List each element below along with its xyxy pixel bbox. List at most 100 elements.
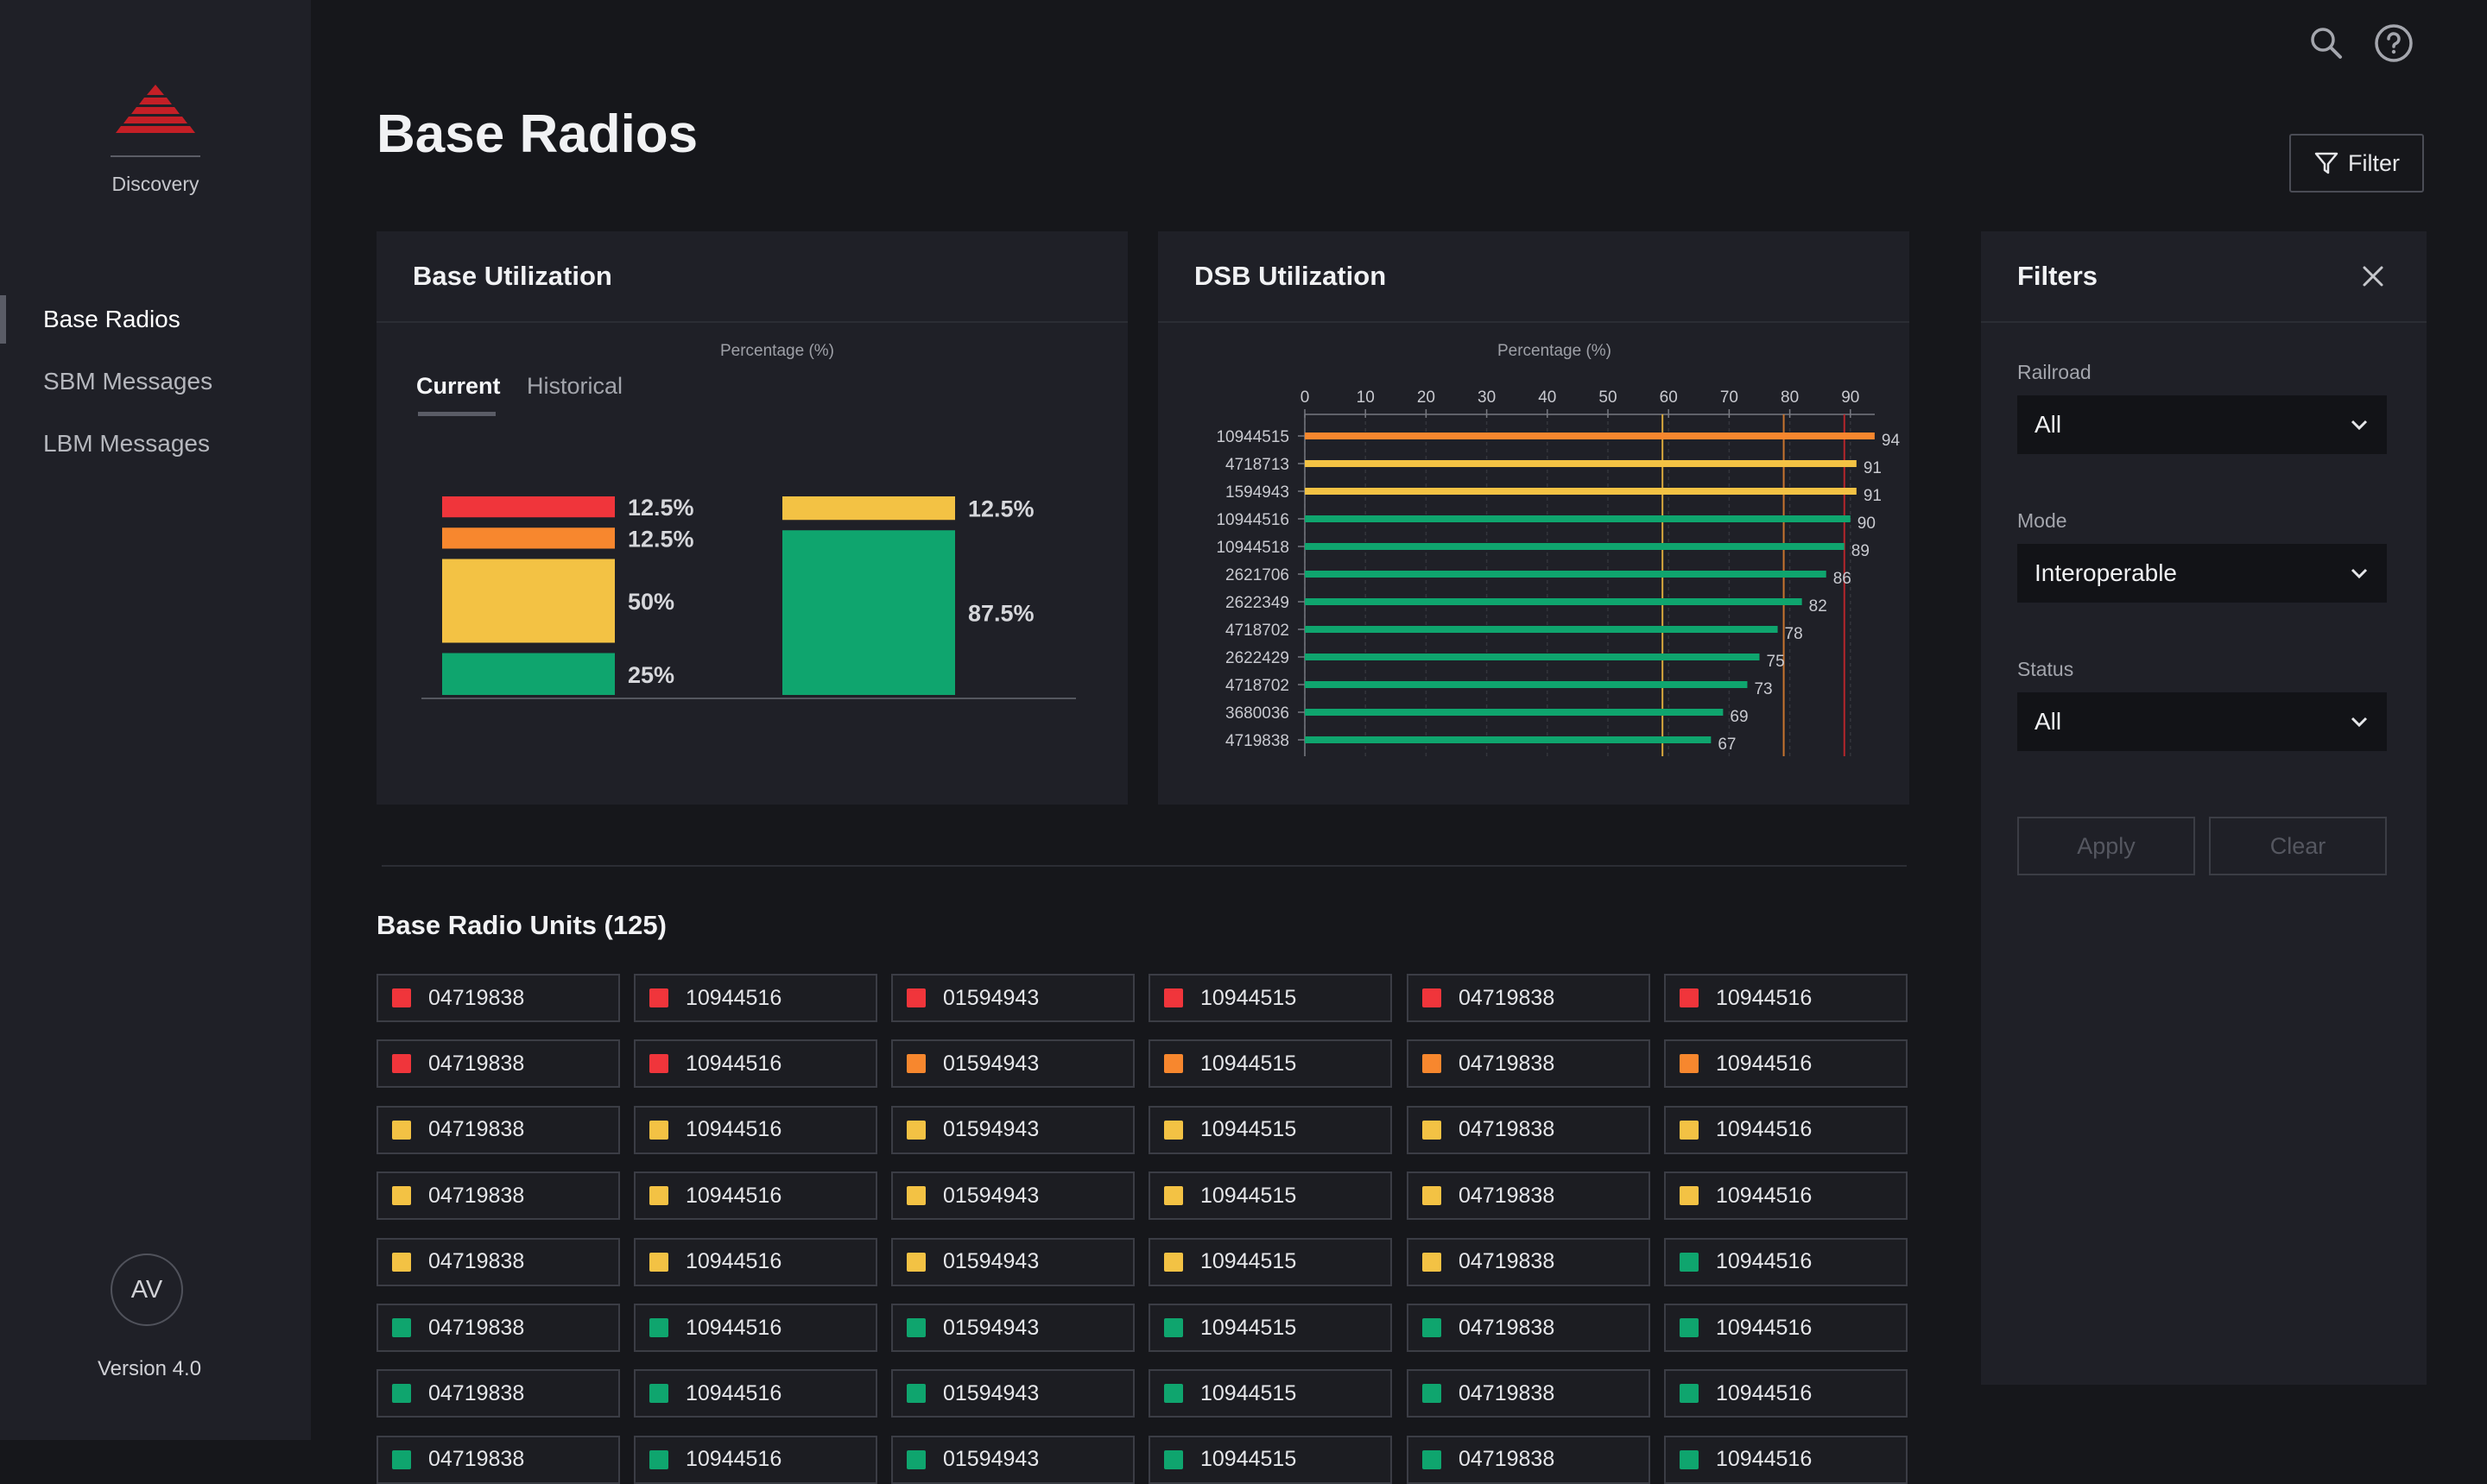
avatar[interactable]: AV [111, 1254, 183, 1326]
railroad-value: All [2035, 411, 2062, 438]
unit-chip[interactable]: 04719838 [377, 1435, 620, 1484]
apply-button[interactable]: Apply [2017, 817, 2195, 875]
unit-chip[interactable]: 04719838 [1407, 974, 1650, 1022]
logo-icon [116, 85, 195, 133]
unit-chip[interactable]: 10944515 [1149, 1435, 1392, 1484]
unit-chip[interactable]: 04719838 [1407, 1039, 1650, 1089]
unit-chip[interactable]: 10944516 [1664, 1304, 1908, 1352]
help-icon[interactable] [2373, 22, 2414, 64]
unit-id: 10944515 [1200, 1117, 1297, 1142]
unit-chip[interactable]: 10944516 [1664, 1105, 1908, 1154]
unit-chip[interactable]: 04719838 [377, 1171, 620, 1221]
filters-title: Filters [2017, 261, 2098, 291]
unit-chip[interactable]: 10944516 [1664, 974, 1908, 1022]
unit-chip[interactable]: 10944516 [634, 1105, 877, 1154]
bar-segment [442, 559, 615, 643]
unit-chip[interactable]: 10944515 [1149, 1304, 1392, 1352]
bar-label: 12.5% [628, 526, 694, 552]
clear-button[interactable]: Clear [2209, 817, 2387, 875]
unit-chip[interactable]: 10944515 [1149, 1237, 1392, 1286]
unit-chip[interactable]: 04719838 [1407, 1105, 1650, 1154]
unit-id: 10944516 [686, 985, 782, 1010]
unit-chip[interactable]: 10944516 [1664, 1237, 1908, 1286]
unit-chip[interactable]: 10944516 [634, 1369, 877, 1418]
unit-chip[interactable]: 01594943 [891, 1171, 1135, 1221]
bar-value-label: 90 [1857, 515, 1876, 533]
tab-historical[interactable]: Historical [527, 373, 623, 399]
unit-chip[interactable]: 10944516 [1664, 1171, 1908, 1221]
unit-chip[interactable]: 04719838 [377, 1105, 620, 1154]
status-indicator [907, 1252, 926, 1272]
bar-value-label: 91 [1864, 487, 1882, 505]
bar-label: 50% [628, 589, 674, 615]
status-indicator [649, 1186, 668, 1206]
unit-chip[interactable]: 10944516 [1664, 1039, 1908, 1089]
unit-chip[interactable]: 10944516 [634, 1237, 877, 1286]
unit-chip[interactable]: 10944516 [634, 974, 877, 1022]
unit-chip[interactable]: 04719838 [1407, 1237, 1650, 1286]
nav-item-sbm-messages[interactable]: SBM Messages [43, 368, 213, 395]
status-indicator [1164, 1054, 1183, 1074]
mode-select[interactable]: Interoperable [2017, 544, 2387, 603]
bar-segment [782, 496, 955, 521]
unit-chip[interactable]: 04719838 [377, 1237, 620, 1286]
unit-chip[interactable]: 10944516 [634, 1435, 877, 1484]
unit-id: 10944516 [1716, 985, 1813, 1010]
unit-id: 04719838 [1459, 1249, 1555, 1274]
unit-chip[interactable]: 04719838 [377, 1304, 620, 1352]
unit-id: 10944516 [1716, 1249, 1813, 1274]
search-icon[interactable] [2306, 22, 2347, 64]
bar [1305, 571, 1826, 578]
unit-chip[interactable]: 10944515 [1149, 1369, 1392, 1418]
status-indicator [1164, 1120, 1183, 1140]
unit-chip[interactable]: 04719838 [377, 1369, 620, 1418]
unit-chip[interactable]: 10944515 [1149, 1171, 1392, 1221]
status-label: Status [2017, 658, 2074, 680]
x-tick-label: 60 [1660, 388, 1678, 407]
tab-current[interactable]: Current [416, 373, 501, 399]
y-tick-label: 4718702 [1225, 677, 1289, 695]
unit-chip[interactable]: 04719838 [1407, 1435, 1650, 1484]
status-indicator [392, 1120, 411, 1140]
railroad-select[interactable]: All [2017, 395, 2387, 454]
unit-chip[interactable]: 10944516 [1664, 1369, 1908, 1418]
unit-chip[interactable]: 10944515 [1149, 1105, 1392, 1154]
nav-item-base-radios[interactable]: Base Radios [43, 306, 180, 332]
unit-chip[interactable]: 01594943 [891, 1304, 1135, 1352]
unit-chip[interactable]: 01594943 [891, 1105, 1135, 1154]
unit-chip[interactable]: 04719838 [377, 1039, 620, 1089]
unit-chip[interactable]: 01594943 [891, 1435, 1135, 1484]
bar-value-label: 91 [1864, 459, 1882, 477]
filter-icon [2314, 152, 2338, 174]
unit-chip[interactable]: 10944516 [634, 1171, 877, 1221]
bar-label: 12.5% [968, 496, 1035, 522]
unit-chip[interactable]: 10944516 [634, 1304, 877, 1352]
unit-chip[interactable]: 04719838 [1407, 1171, 1650, 1221]
unit-chip[interactable]: 01594943 [891, 1237, 1135, 1286]
filter-button[interactable]: Filter [2289, 134, 2424, 193]
nav-item-lbm-messages[interactable]: LBM Messages [43, 430, 210, 457]
unit-chip[interactable]: 04719838 [1407, 1304, 1650, 1352]
status-indicator [907, 1054, 926, 1074]
status-value: All [2035, 708, 2062, 735]
unit-chip[interactable]: 01594943 [891, 1039, 1135, 1089]
unit-chip[interactable]: 10944515 [1149, 1039, 1392, 1089]
unit-chip[interactable]: 01594943 [891, 974, 1135, 1022]
unit-chip[interactable]: 01594943 [891, 1369, 1135, 1418]
unit-chip[interactable]: 10944516 [1664, 1435, 1908, 1484]
unit-id: 10944516 [1716, 1315, 1813, 1340]
status-select[interactable]: All [2017, 692, 2387, 751]
close-icon[interactable] [2354, 257, 2392, 295]
x-tick-label: 50 [1598, 388, 1617, 407]
unit-chip[interactable]: 04719838 [377, 974, 620, 1022]
unit-id: 04719838 [428, 1051, 525, 1076]
x-tick-label: 20 [1417, 388, 1435, 407]
unit-id: 10944516 [686, 1183, 782, 1208]
unit-chip[interactable]: 04719838 [1407, 1369, 1650, 1418]
unit-chip[interactable]: 10944516 [634, 1039, 877, 1089]
unit-chip[interactable]: 10944515 [1149, 974, 1392, 1022]
status-indicator [907, 1186, 926, 1206]
x-tick-label: 90 [1841, 388, 1859, 407]
status-indicator [649, 1120, 668, 1140]
nav-active-indicator [0, 295, 6, 344]
